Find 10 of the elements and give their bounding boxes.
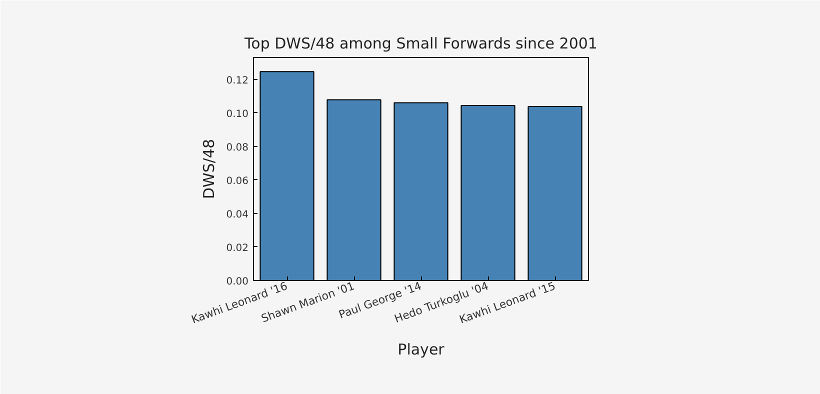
y-tick-label: 0.00 [226, 276, 248, 288]
y-tick-label: 0.10 [226, 108, 248, 120]
y-tick-label: 0.08 [226, 142, 248, 154]
y-tick-label: 0.06 [226, 176, 248, 187]
y-tick-label: 0.12 [226, 75, 248, 86]
y-axis-title: DWS/48 [200, 138, 218, 200]
x-axis-title: Player [398, 340, 446, 358]
y-tick-label: 0.04 [226, 209, 248, 220]
y-tick-label: 0.02 [226, 242, 248, 254]
chart-title: Top DWS/48 among Small Forwards since 2001 [244, 34, 598, 52]
